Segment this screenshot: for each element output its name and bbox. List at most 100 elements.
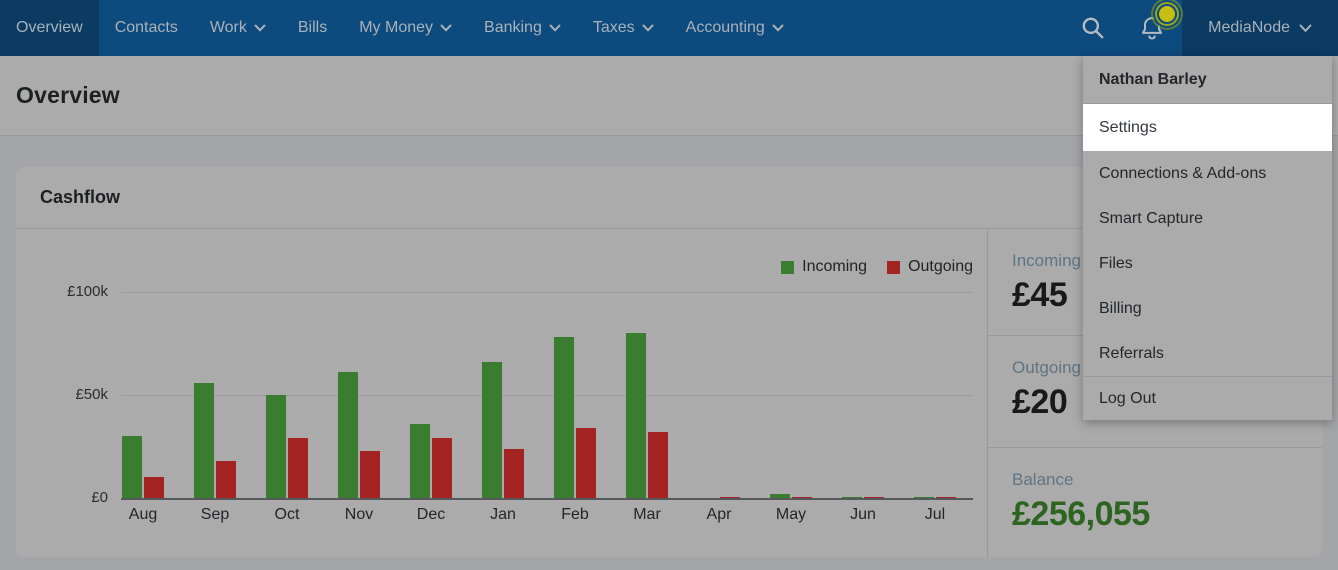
bar-outgoing-jul bbox=[936, 497, 956, 498]
bar-outgoing-may bbox=[792, 497, 812, 498]
chart-legend: Incoming Outgoing bbox=[781, 258, 973, 276]
menu-item-smart-capture[interactable]: Smart Capture bbox=[1099, 209, 1204, 227]
stat-balance-value: £256,055 bbox=[1012, 495, 1150, 533]
nav-item-label: Taxes bbox=[592, 19, 635, 36]
nav-item-label: My Money bbox=[359, 19, 434, 36]
chevron-down-icon bbox=[772, 24, 784, 32]
nav-item-contacts[interactable]: Contacts bbox=[99, 0, 194, 56]
stat-outgoing-label: Outgoing bbox=[1012, 358, 1081, 377]
nav-item-work[interactable]: Work bbox=[194, 0, 282, 56]
chevron-down-icon bbox=[642, 24, 654, 32]
cashflow-chart: Incoming Outgoing £100k £50k £0 Aug Sep Oct No… bbox=[16, 229, 987, 557]
nav-item-banking[interactable]: Banking bbox=[468, 0, 577, 56]
nav-item-label: Banking bbox=[484, 19, 542, 36]
bar-incoming-feb bbox=[554, 337, 574, 498]
bar-incoming-jul bbox=[914, 497, 934, 498]
chart-y-axis-labels: £100k £50k £0 bbox=[16, 283, 108, 506]
bar-outgoing-feb bbox=[576, 428, 596, 498]
bar-incoming-aug bbox=[122, 436, 142, 498]
account-menu-button[interactable]: MediaNode bbox=[1182, 0, 1338, 56]
stat-outgoing-value: £20 bbox=[1012, 383, 1068, 421]
user-menu-items: Settings Connections & Add-ons Smart Captu… bbox=[1083, 104, 1332, 420]
legend-label: Outgoing bbox=[908, 258, 973, 275]
y-tick-label: £100k bbox=[67, 283, 108, 300]
stat-incoming-label: Incoming bbox=[1012, 251, 1081, 270]
top-navbar: Overview Contacts Work Bills My Money Banking… bbox=[0, 0, 1338, 56]
page-title: Overview bbox=[16, 82, 120, 108]
y-tick-label: £50k bbox=[75, 386, 108, 403]
menu-item-referrals[interactable]: Referrals bbox=[1099, 344, 1164, 362]
gridline bbox=[121, 292, 973, 293]
menu-item-files[interactable]: Files bbox=[1099, 254, 1133, 272]
nav-item-label: Contacts bbox=[114, 19, 178, 36]
bar-incoming-jan bbox=[482, 362, 502, 498]
search-icon bbox=[1082, 17, 1104, 39]
bar-outgoing-nov bbox=[360, 451, 380, 498]
legend-label: Incoming bbox=[802, 258, 868, 275]
cashflow-card-title: Cashflow bbox=[40, 187, 121, 207]
cashflow-card-body: Incoming Outgoing £100k £50k £0 Aug Sep Oct No… bbox=[16, 229, 1322, 557]
menu-item-settings[interactable]: Settings bbox=[1083, 104, 1332, 151]
cashflow-card-header: Cashflow bbox=[16, 167, 1322, 229]
bar-incoming-may bbox=[770, 494, 790, 498]
menu-item-log-out[interactable]: Log Out bbox=[1083, 376, 1332, 420]
x-tick-label-oct: Oct bbox=[274, 506, 300, 523]
account-name: MediaNode bbox=[1208, 19, 1290, 36]
x-tick-label-nov: Nov bbox=[344, 506, 374, 523]
bar-incoming-jun bbox=[842, 497, 862, 498]
bar-incoming-sep bbox=[194, 383, 214, 498]
x-tick-label-jun: Jun bbox=[850, 506, 876, 523]
x-tick-label-sep: Sep bbox=[200, 506, 230, 523]
user-menu-header: Nathan Barley bbox=[1083, 56, 1332, 104]
stat-outgoing: Outgoing £20 bbox=[988, 336, 1322, 448]
bar-outgoing-sep bbox=[216, 461, 236, 498]
bar-incoming-nov bbox=[338, 372, 358, 498]
nav-item-bills[interactable]: Bills bbox=[282, 0, 343, 56]
menu-item-connections-add-ons[interactable]: Connections & Add-ons bbox=[1099, 164, 1267, 182]
legend-item-incoming: Incoming bbox=[781, 258, 867, 276]
bell-icon bbox=[1142, 17, 1163, 40]
stat-balance: Balance £256,055 bbox=[988, 448, 1322, 557]
x-tick-label-jan: Jan bbox=[490, 506, 516, 523]
legend-swatch-outgoing bbox=[887, 260, 901, 274]
nav-item-overview[interactable]: Overview bbox=[0, 0, 99, 56]
chevron-down-icon bbox=[440, 24, 452, 32]
x-tick-label-feb: Feb bbox=[561, 506, 589, 523]
y-tick-label: £0 bbox=[91, 489, 108, 506]
bar-outgoing-aug bbox=[144, 477, 164, 498]
chart-plot: Aug Sep Oct Nov Dec Jan Feb Mar Apr May Jun Jul bbox=[116, 292, 973, 523]
x-tick-label-dec: Dec bbox=[416, 506, 446, 523]
nav-item-label: Overview bbox=[16, 19, 83, 36]
bar-outgoing-apr bbox=[720, 497, 740, 498]
stat-balance-label: Balance bbox=[1012, 470, 1074, 489]
bar-incoming-mar bbox=[626, 333, 646, 498]
nav-item-label: Bills bbox=[297, 19, 328, 36]
user-menu: Nathan Barley Settings Connections & Add-… bbox=[1083, 56, 1332, 420]
bar-outgoing-mar bbox=[648, 432, 668, 498]
bar-outgoing-oct bbox=[288, 438, 308, 498]
x-tick-label-aug: Aug bbox=[128, 506, 158, 523]
nav-item-taxes[interactable]: Taxes bbox=[577, 0, 670, 56]
x-tick-label-jul: Jul bbox=[924, 506, 946, 523]
bar-incoming-dec bbox=[410, 424, 430, 498]
notifications-button[interactable] bbox=[1122, 0, 1182, 56]
bar-incoming-oct bbox=[266, 395, 286, 498]
gridline bbox=[121, 395, 973, 396]
chevron-down-icon bbox=[254, 24, 266, 32]
stat-incoming-value: £45 bbox=[1012, 276, 1068, 314]
search-button[interactable] bbox=[1064, 0, 1122, 56]
nav-item-my-money[interactable]: My Money bbox=[343, 0, 468, 56]
nav-right-group: MediaNode bbox=[1064, 0, 1338, 56]
nav-item-accounting[interactable]: Accounting bbox=[670, 0, 800, 56]
legend-swatch-incoming bbox=[781, 260, 795, 274]
x-tick-label-may: May bbox=[775, 506, 807, 523]
bar-outgoing-jun bbox=[864, 497, 884, 498]
x-axis-baseline bbox=[121, 498, 973, 500]
menu-item-billing[interactable]: Billing bbox=[1099, 299, 1142, 317]
x-tick-label-mar: Mar bbox=[633, 506, 661, 523]
bar-outgoing-jan bbox=[504, 449, 524, 498]
chevron-down-icon bbox=[549, 24, 561, 32]
legend-item-outgoing: Outgoing bbox=[887, 258, 973, 276]
chevron-down-icon bbox=[1299, 24, 1312, 32]
notification-beacon-icon[interactable] bbox=[1159, 6, 1176, 22]
